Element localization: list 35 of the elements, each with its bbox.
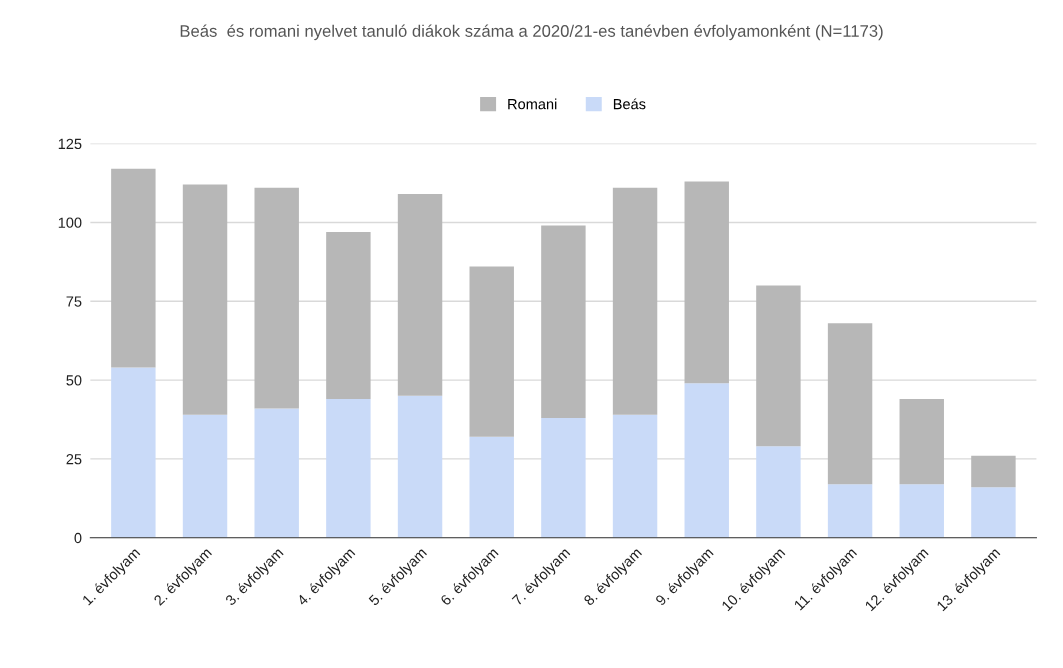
bar [756,446,801,538]
bar [612,187,658,415]
bar [541,225,586,418]
chart-title: Beás és romani nyelvet tanuló diákok száma a 2020/21-es tanévben évfolyamonként (N=1173) [180,24,883,41]
bar [397,194,443,396]
bar [469,266,514,437]
bar [254,408,299,538]
y-tick-label: 50 [66,375,82,386]
y-tick-label: 0 [74,532,82,544]
bar [612,414,658,538]
bar [111,367,156,538]
bar [469,436,514,538]
bar [756,285,801,447]
bar [899,484,944,538]
bar [182,184,228,415]
bar [182,414,228,538]
y-tick-label: 75 [66,296,82,307]
bar [326,399,371,538]
legend-label: Romani [508,98,557,110]
bar [827,323,873,485]
bar [326,231,371,400]
bar [971,455,1016,488]
bar [971,487,1016,538]
bar [899,399,944,485]
y-tick-label: 25 [66,454,82,465]
y-tick-label: 100 [58,217,82,228]
bar [827,484,873,538]
bar [684,383,729,538]
bar [684,181,729,384]
bar [111,168,156,368]
bar [254,187,299,409]
bar [541,417,586,538]
bar [397,395,443,538]
legend-label: Beás [613,98,646,110]
y-tick-label: 125 [58,138,82,150]
